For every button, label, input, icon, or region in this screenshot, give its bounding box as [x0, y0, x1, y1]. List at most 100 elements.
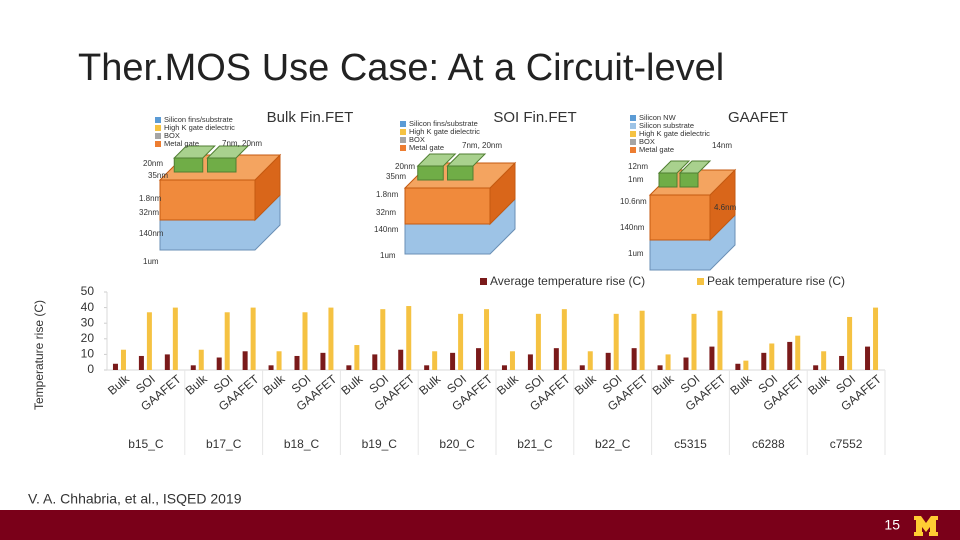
dimension-label: 1.8nm [139, 194, 162, 203]
group-label: c6288 [752, 437, 785, 451]
legend-label: BOX [639, 137, 655, 146]
dimension-label: 1nm [628, 175, 644, 184]
bar [190, 365, 196, 370]
group-label: b18_C [284, 437, 320, 451]
device-fin [207, 157, 237, 173]
bar [372, 354, 378, 370]
group-label: b15_C [128, 437, 164, 451]
legend-swatch [400, 121, 406, 127]
bar [839, 355, 845, 370]
bar [354, 345, 360, 370]
bar [424, 365, 430, 370]
dimension-label: 14nm [712, 141, 732, 150]
dimension-label: 10.6nm [620, 197, 647, 206]
bar [198, 349, 204, 370]
bar [432, 351, 438, 370]
legend-swatch [630, 147, 636, 153]
bar [691, 313, 697, 370]
dimension-label: 20nm [395, 162, 415, 171]
device-title: SOI Fin.FET [493, 109, 576, 126]
legend-swatch [697, 278, 704, 285]
legend-label: Metal gate [409, 143, 444, 152]
legend-swatch [630, 123, 636, 129]
dimension-label: 7nm, 20nm [222, 139, 262, 148]
legend-swatch [630, 115, 636, 121]
legend-swatch [480, 278, 487, 285]
legend-label: Silicon fins/substrate [409, 119, 478, 128]
bar [769, 343, 775, 370]
bar [216, 357, 222, 370]
group-label: b19_C [362, 437, 398, 451]
device-fin [679, 172, 699, 188]
dimension-label: 32nm [376, 208, 396, 217]
legend-label: High K gate dielectric [409, 127, 480, 136]
bar [138, 355, 144, 370]
bar [657, 365, 663, 370]
device-fin [173, 157, 204, 173]
device-fin [658, 172, 678, 188]
group-label: b20_C [439, 437, 475, 451]
legend-label: Peak temperature rise (C) [707, 274, 845, 288]
bar [535, 313, 541, 370]
bar [164, 354, 170, 370]
bar [795, 335, 801, 370]
device-fin-top [206, 145, 250, 159]
device-fin-top [678, 160, 712, 174]
device-title: GAAFET [728, 109, 788, 126]
dimension-label: 35nm [148, 171, 168, 180]
device-fin-top [657, 160, 691, 174]
device-fin-top [446, 153, 487, 167]
device-gate [404, 187, 491, 225]
device-gate [159, 179, 256, 221]
bar [709, 346, 715, 370]
dimension-label: 1um [628, 249, 644, 258]
bar [250, 307, 256, 370]
legend-swatch [630, 139, 636, 145]
bar [873, 307, 879, 370]
dimension-label: 1.8nm [376, 190, 399, 199]
page-number: 15 [884, 517, 900, 533]
bar [527, 354, 533, 370]
bar [112, 363, 118, 370]
legend-label: Metal gate [639, 145, 674, 154]
legend-label: High K gate dielectric [164, 123, 235, 132]
bar [476, 348, 482, 370]
device-fin-top [173, 145, 216, 159]
bar [761, 352, 767, 370]
legend-label: BOX [409, 135, 425, 144]
group-label: b17_C [206, 437, 242, 451]
y-axis-label: Temperature rise (C) [32, 300, 46, 410]
bar [735, 363, 741, 370]
legend-swatch [400, 145, 406, 151]
legend-label: Metal gate [164, 139, 199, 148]
legend-swatch [155, 141, 161, 147]
logo [914, 516, 938, 536]
legend-swatch [155, 125, 161, 131]
dimension-label: 35nm [386, 172, 406, 181]
legend-swatch [400, 129, 406, 135]
dimension-label: 1um [143, 257, 159, 266]
bar [501, 365, 507, 370]
bar [639, 310, 645, 370]
legend-label: Silicon NW [639, 113, 677, 122]
device-fin-top [416, 153, 457, 167]
dimension-label: 7nm, 20nm [462, 141, 502, 150]
slide-title: Ther.MOS Use Case: At a Circuit-level [78, 47, 724, 89]
bar [865, 346, 871, 370]
bar [346, 365, 352, 370]
dimension-label: 4.6nm [714, 203, 737, 212]
bar [458, 313, 464, 370]
device-fin [447, 165, 474, 181]
y-tick-label: 30 [81, 315, 95, 329]
group-label: c5315 [674, 437, 707, 451]
bar [450, 352, 456, 370]
bar [328, 307, 334, 370]
bar [613, 313, 619, 370]
footer-bar [0, 510, 960, 540]
bar [224, 312, 230, 370]
bar [146, 312, 152, 370]
legend-label: Average temperature rise (C) [490, 274, 645, 288]
dimension-label: 12nm [628, 162, 648, 171]
